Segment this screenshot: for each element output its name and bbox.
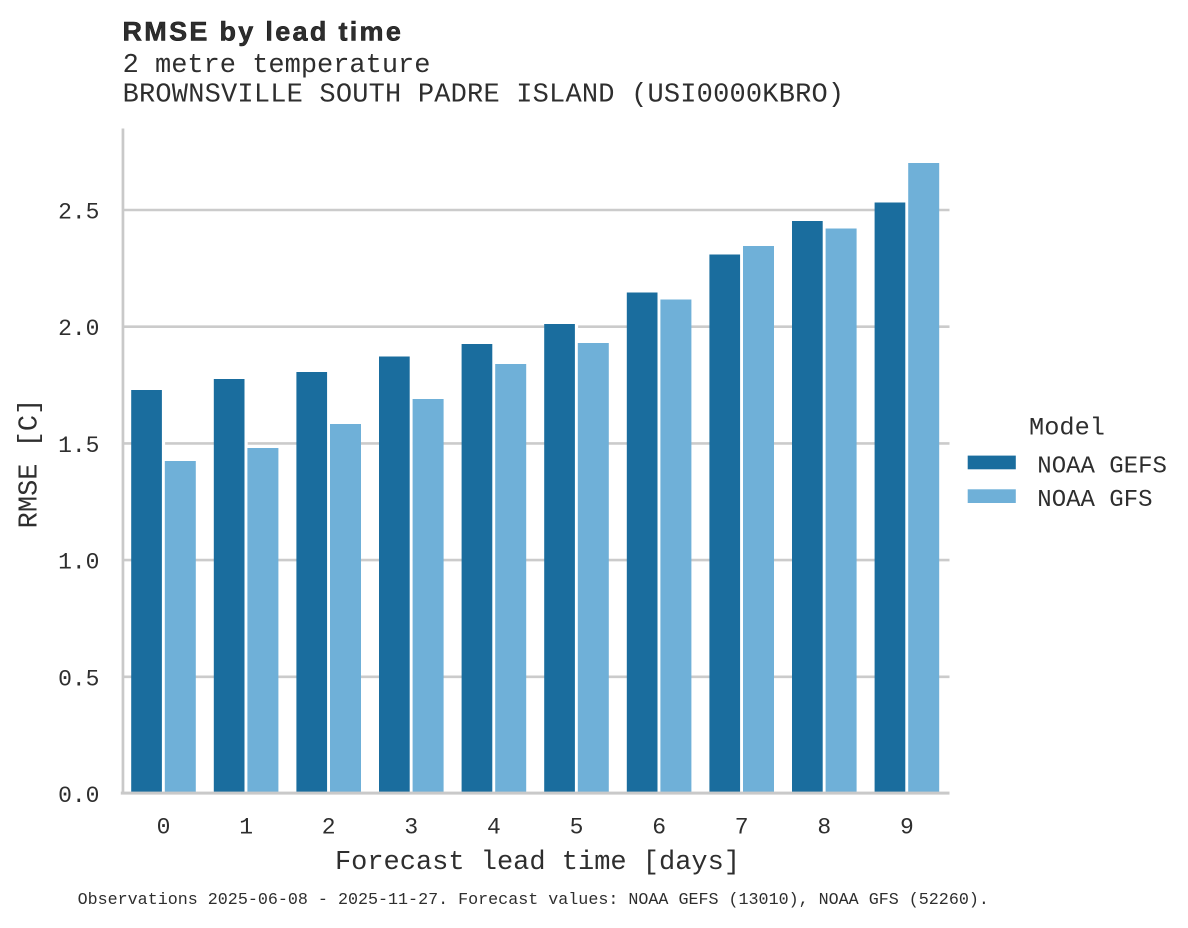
svg-text:Model: Model [1029, 414, 1105, 443]
svg-text:7: 7 [735, 815, 749, 841]
svg-text:2.0: 2.0 [58, 316, 99, 342]
svg-text:Forecast lead time [days]: Forecast lead time [days] [335, 848, 740, 878]
svg-text:4: 4 [487, 815, 501, 841]
svg-text:NOAA GFS: NOAA GFS [1037, 487, 1152, 514]
svg-text:3: 3 [404, 815, 418, 841]
svg-text:1: 1 [239, 815, 253, 841]
svg-text:8: 8 [817, 815, 831, 841]
svg-text:6: 6 [652, 815, 666, 841]
svg-text:RMSE [C]: RMSE [C] [16, 399, 46, 529]
svg-text:BROWNSVILLE SOUTH PADRE ISLAND: BROWNSVILLE SOUTH PADRE ISLAND (USI0000K… [123, 80, 845, 110]
svg-text:RMSE by lead time: RMSE by lead time [123, 16, 404, 46]
svg-text:2 metre temperature: 2 metre temperature [123, 51, 431, 81]
svg-text:Observations 2025-06-08 - 2025: Observations 2025-06-08 - 2025-11-27. Fo… [78, 891, 989, 910]
svg-text:0.0: 0.0 [58, 783, 99, 809]
svg-text:5: 5 [570, 815, 584, 841]
svg-text:NOAA GEFS: NOAA GEFS [1037, 453, 1167, 480]
svg-text:1.0: 1.0 [58, 550, 99, 576]
svg-text:9: 9 [900, 815, 914, 841]
svg-text:2: 2 [322, 815, 336, 841]
svg-text:1.5: 1.5 [58, 433, 99, 459]
svg-text:2.5: 2.5 [58, 200, 99, 226]
svg-text:0.5: 0.5 [58, 666, 99, 692]
svg-text:0: 0 [157, 815, 171, 841]
